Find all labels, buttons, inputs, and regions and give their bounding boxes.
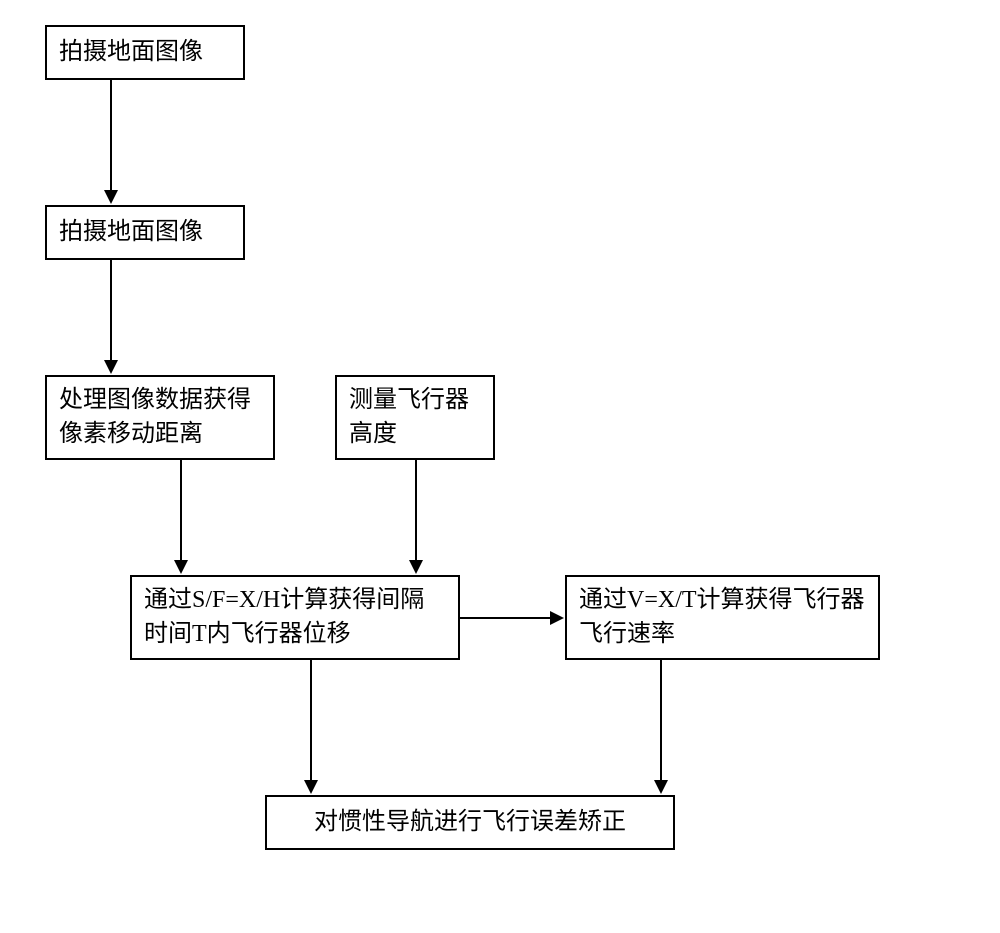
flowchart-node-capture-2: 拍摄地面图像	[45, 205, 245, 260]
node-label: 拍摄地面图像	[59, 216, 203, 250]
flowchart-node-measure-altitude: 测量飞行器高度	[335, 375, 495, 460]
arrow-head-down	[409, 560, 423, 574]
node-label: 通过V=X/T计算获得飞行器飞行速率	[579, 584, 866, 651]
flowchart-node-calc-displacement: 通过S/F=X/H计算获得间隔时间T内飞行器位移	[130, 575, 460, 660]
node-label: 拍摄地面图像	[59, 36, 203, 70]
arrow-head-down	[104, 190, 118, 204]
arrow-line	[310, 660, 312, 780]
flowchart-node-capture-1: 拍摄地面图像	[45, 25, 245, 80]
node-label: 对惯性导航进行飞行误差矫正	[314, 806, 626, 840]
arrow-head-down	[304, 780, 318, 794]
arrow-line	[660, 660, 662, 780]
arrow-line	[110, 80, 112, 190]
arrow-head-right	[550, 611, 564, 625]
flowchart-node-correct-navigation: 对惯性导航进行飞行误差矫正	[265, 795, 675, 850]
arrow-head-down	[654, 780, 668, 794]
node-label: 测量飞行器高度	[349, 384, 481, 451]
arrow-line	[110, 260, 112, 360]
arrow-line	[180, 460, 182, 560]
node-label: 处理图像数据获得像素移动距离	[59, 384, 261, 451]
node-label: 通过S/F=X/H计算获得间隔时间T内飞行器位移	[144, 584, 446, 651]
arrow-line	[460, 617, 550, 619]
flowchart-node-process-image: 处理图像数据获得像素移动距离	[45, 375, 275, 460]
flowchart-node-calc-velocity: 通过V=X/T计算获得飞行器飞行速率	[565, 575, 880, 660]
arrow-head-down	[104, 360, 118, 374]
arrow-head-down	[174, 560, 188, 574]
arrow-line	[415, 460, 417, 560]
